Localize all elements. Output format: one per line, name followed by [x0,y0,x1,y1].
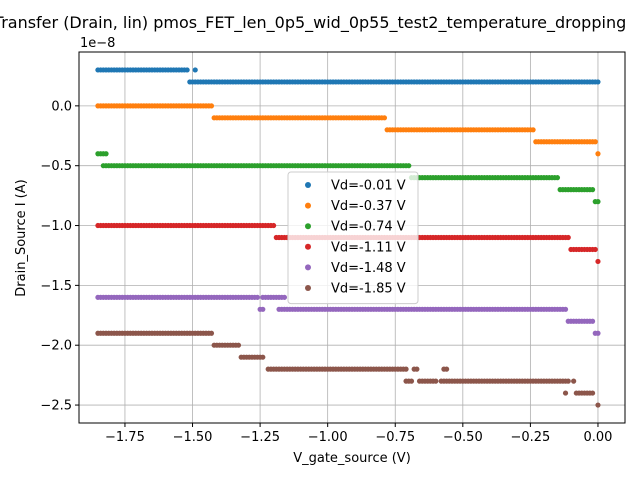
data-point [208,103,215,109]
data-point [565,234,571,241]
legend-label: Vd=-1.11 V [331,240,406,255]
data-point [571,378,577,384]
x-tick-label: −1.00 [308,430,348,445]
x-tick-label: −0.75 [375,430,415,445]
data-point [592,139,598,145]
legend-label: Vd=-1.85 V [331,282,406,297]
x-tick-label: 0.00 [583,430,612,445]
x-tick-label: −0.25 [510,430,550,445]
legend-label: Vd=-0.01 V [331,179,406,194]
legend-marker [305,285,311,291]
legend-marker [305,182,311,188]
series-5 [95,294,601,336]
data-point [408,378,415,384]
data-point [589,390,596,396]
data-point [403,366,409,372]
data-point [184,67,190,73]
y-tick-label: 0.0 [51,99,72,114]
data-point [530,127,536,133]
data-point [589,318,596,324]
data-point [192,67,198,73]
data-point [444,366,450,372]
data-point [562,390,569,396]
data-point [254,294,260,300]
data-point [381,115,388,121]
data-point [589,187,596,193]
plot-area-frame [78,51,626,424]
legend-label: Vd=-0.37 V [331,199,406,214]
series-6 [95,330,601,408]
legend-marker [305,202,311,209]
data-point [414,366,420,372]
data-point [260,306,266,312]
x-axis-label: V_gate_source (V) [293,451,411,466]
y-axis-label: Drain_Source I (A) [14,179,29,296]
legend-marker [305,264,311,271]
chart-title: Transfer (Drain, lin) pmos_FET_len_0p5_w… [0,13,626,33]
legend-label: Vd=-1.48 V [331,261,406,276]
data-point [595,151,601,157]
data-point [562,306,569,312]
legend-marker [305,243,311,250]
y-tick-label: −1.0 [40,219,72,234]
data-point [595,199,601,205]
data-point [260,354,266,360]
y-tick-label: −2.5 [40,399,72,414]
data-point [208,330,215,336]
data-point [103,151,109,157]
data-point [235,342,242,348]
x-tick-label: −1.50 [173,430,213,445]
data-point [433,378,439,384]
series-1 [95,67,601,85]
y-tick-label: −0.5 [40,159,72,174]
x-tick-label: −0.50 [443,430,483,445]
y-axis-ticks: −2.5 −2.0 −1.5 −1.0 −0.5 0.0 [40,99,79,414]
y-tick-label: −2.0 [40,339,72,354]
data-point [565,378,571,384]
data-point [595,258,601,265]
x-tick-label: −1.25 [240,430,280,445]
legend-box [287,171,419,305]
legend-label: Vd=-0.74 V [331,220,406,235]
data-point [271,222,277,229]
x-axis-ticks: −1.75 −1.50 −1.25 −1.00 −0.75 −0.50 −0.25 0.00 [105,423,612,445]
data-point [554,175,561,181]
y-axis-offset-label: 1e−8 [80,36,115,51]
data-points [95,67,601,408]
data-point [281,294,288,300]
series-3 [95,151,601,205]
x-tick-label: −1.75 [105,430,145,445]
y-tick-label: −1.5 [40,279,72,294]
legend-marker [305,223,311,230]
data-point [592,246,598,253]
legend: Vd=-0.01 V Vd=-0.37 V Vd=-0.74 V Vd=-1.11 V… [287,171,419,305]
data-point [595,79,601,85]
data-point [406,163,412,169]
data-point [595,330,601,336]
series-2 [95,103,601,157]
data-point [595,402,601,408]
